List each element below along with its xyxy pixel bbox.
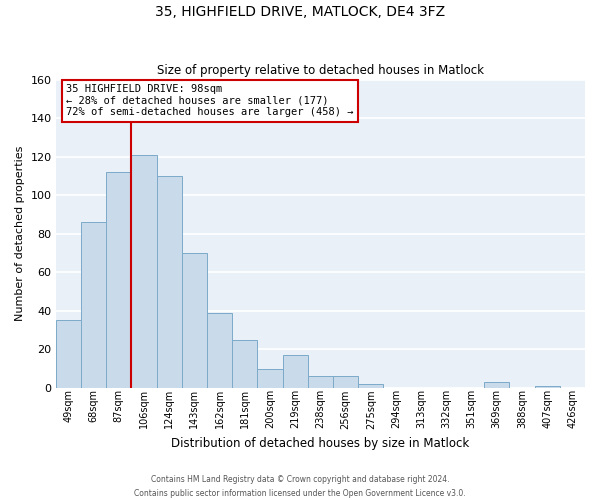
Text: 35, HIGHFIELD DRIVE, MATLOCK, DE4 3FZ: 35, HIGHFIELD DRIVE, MATLOCK, DE4 3FZ <box>155 5 445 19</box>
Bar <box>131 154 157 388</box>
Text: Contains HM Land Registry data © Crown copyright and database right 2024.
Contai: Contains HM Land Registry data © Crown c… <box>134 476 466 498</box>
Bar <box>56 320 81 388</box>
Bar <box>283 355 308 388</box>
Y-axis label: Number of detached properties: Number of detached properties <box>15 146 25 322</box>
Bar <box>535 386 560 388</box>
Bar <box>484 382 509 388</box>
Bar <box>207 312 232 388</box>
Bar <box>358 384 383 388</box>
Title: Size of property relative to detached houses in Matlock: Size of property relative to detached ho… <box>157 64 484 77</box>
Bar <box>333 376 358 388</box>
X-axis label: Distribution of detached houses by size in Matlock: Distribution of detached houses by size … <box>171 437 470 450</box>
Bar <box>106 172 131 388</box>
Bar <box>232 340 257 388</box>
Text: 35 HIGHFIELD DRIVE: 98sqm
← 28% of detached houses are smaller (177)
72% of semi: 35 HIGHFIELD DRIVE: 98sqm ← 28% of detac… <box>67 84 354 117</box>
Bar <box>157 176 182 388</box>
Bar <box>182 253 207 388</box>
Bar <box>308 376 333 388</box>
Bar <box>81 222 106 388</box>
Bar <box>257 368 283 388</box>
